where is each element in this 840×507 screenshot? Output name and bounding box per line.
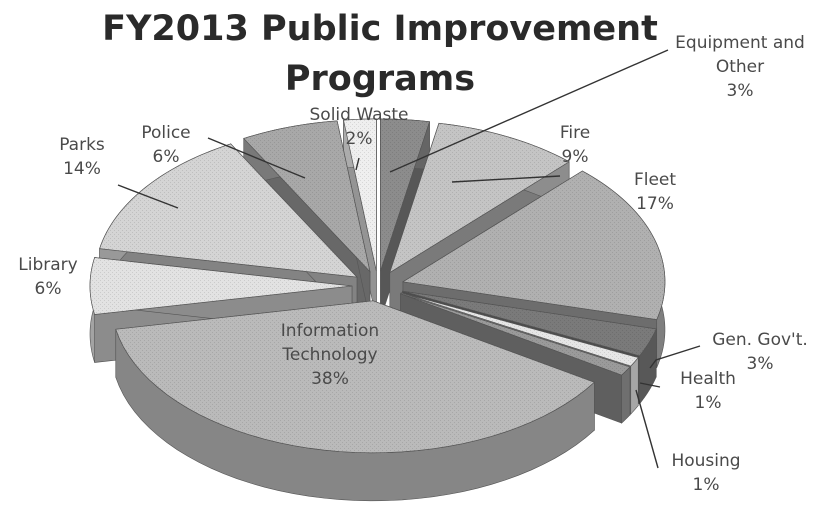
slice-label-health: Health 1% [680,369,736,413]
slice-label-fleet: Fleet 17% [634,170,676,214]
slice-label-line: Housing [671,451,740,471]
slice-texture [400,293,630,376]
slice-label-line: 17% [636,194,674,214]
slice-texture [401,292,639,367]
slice-label-line: 6% [153,147,180,167]
leader-line-solid-waste [355,157,360,171]
slice-label-police: Police 6% [141,123,190,167]
slice-label-line: 38% [311,369,349,389]
slice-label-information-technology: Information Technology 38% [281,321,379,389]
leader-line-parks [117,184,179,209]
slice-label-equipment-and-other: Equipment and Other 3% [675,33,805,101]
chart-title: FY2013 Public Improvement Programs [0,4,760,104]
slice-label-line: Equipment and [675,33,805,53]
slice-label-line: 3% [747,354,774,374]
slice-label-line: 2% [346,129,373,149]
slice-labels: Equipment and Other 3% Fire 9% Fleet 17% Gen. G… [18,33,808,495]
slice-solid-waste [343,118,377,320]
slice-label-housing: Housing 1% [671,451,740,495]
slice-label-line: Fire [560,123,590,143]
slice-label-line: 9% [562,147,589,167]
chart-title-line-2: Programs [284,59,476,99]
slice-label-gen-gov-t: Gen. Gov't. 3% [712,330,808,374]
slice-texture [243,120,370,272]
slice-label-solid-waste: Solid Waste 2% [310,105,409,149]
slice-outer-wall [630,356,639,415]
slice-label-line: 6% [35,279,62,299]
leader-line-fire [451,175,561,183]
slice-information-technology [115,300,596,502]
leader-line-housing [635,389,659,469]
slice-label-line: 1% [695,393,722,413]
slice-outer-wall [621,366,631,424]
slice-texture [402,170,665,320]
slice-label-fire: Fire 9% [560,123,590,167]
slice-texture [402,291,657,356]
slice-label-line: Solid Waste [310,105,409,125]
slice-label-line: Other [716,57,764,77]
slice-label-line: 1% [693,475,720,495]
slice-label-line: Police [141,123,190,143]
slice-texture [99,143,357,278]
slice-texture [115,300,595,453]
chart-title-line-1: FY2013 Public Improvement [102,9,658,49]
slice-label-line: 14% [63,159,101,179]
leader-line-gen-gov-t [649,345,701,369]
slice-equipment-and-other [380,118,431,320]
slice-texture [380,118,430,271]
pie-slices [89,118,666,502]
leader-line-police [207,137,306,179]
slice-label-line: Parks [59,135,105,155]
slice-label-line: Health [680,369,736,389]
slice-label-parks: Parks 14% [59,135,105,179]
slice-texture [343,118,377,271]
slice-texture [389,123,570,273]
slice-label-line: Fleet [634,170,676,190]
slice-texture [90,257,352,315]
leader-line-equipment-and-other [389,49,669,173]
leader-line-health [639,382,661,388]
slice-label-line: Information [281,321,379,341]
slice-label-library: Library 6% [18,255,77,299]
leader-lines [117,49,701,469]
slice-label-line: 3% [727,81,754,101]
slice-label-line: Library [18,255,77,275]
slice-label-line: Gen. Gov't. [712,330,808,350]
slice-label-line: Technology [281,345,377,365]
